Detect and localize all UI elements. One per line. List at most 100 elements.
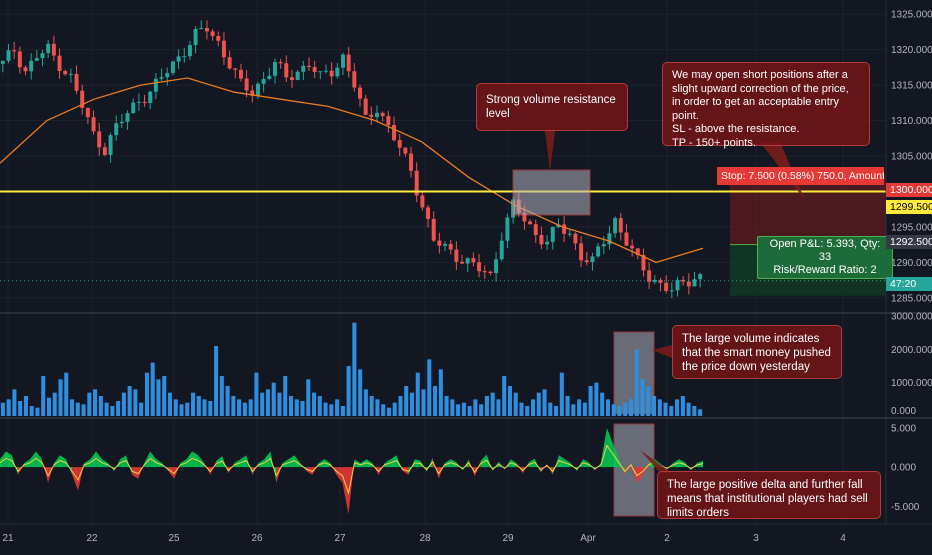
candle [312, 67, 317, 72]
x-tick-label: 25 [168, 533, 180, 544]
delta-segment [534, 458, 541, 473]
x-tick-label: 3 [753, 533, 759, 544]
volume-bar [12, 389, 17, 416]
candle [40, 53, 45, 59]
candle [278, 62, 283, 64]
candle [227, 57, 232, 69]
callout-pointer [652, 345, 672, 358]
delta-segment [576, 459, 583, 471]
volume-tick-label: 2000.000 [891, 345, 932, 356]
candle [658, 279, 663, 283]
candle [539, 234, 544, 245]
volume-bar [64, 372, 69, 416]
candle [233, 68, 238, 70]
delta-segment [264, 451, 271, 468]
target-price-tag: 1292.500 [886, 235, 932, 249]
delta-segment [438, 463, 445, 479]
delta-segment [372, 463, 379, 475]
candle [318, 71, 323, 73]
candle [533, 224, 538, 235]
delta-segment [312, 463, 319, 475]
delta-segment [330, 463, 337, 475]
volume-bar [173, 399, 178, 416]
delta-segment [618, 459, 625, 475]
volume-bar [110, 406, 115, 416]
volume-bar [542, 389, 547, 416]
volume-bar [582, 402, 587, 416]
candle [380, 112, 385, 117]
delta-segment [0, 451, 7, 468]
delta-segment [636, 467, 643, 483]
volume-bar [381, 404, 386, 416]
volume-bar [386, 407, 391, 416]
candle [669, 290, 674, 292]
volume-bar [415, 372, 420, 416]
volume-note: The large volume indicates that the smar… [672, 325, 842, 379]
candle [454, 249, 459, 262]
delta-segment [348, 459, 355, 515]
volume-bar [214, 346, 219, 416]
volume-bar [502, 376, 507, 416]
volume-bar [294, 399, 299, 416]
candle [392, 125, 397, 141]
delta-segment [186, 451, 193, 468]
delta-segment [270, 451, 277, 483]
delta-segment [600, 427, 607, 468]
candle [238, 69, 243, 79]
delta-signal-line [0, 444, 704, 495]
volume-bar [548, 402, 553, 416]
volume-bar [93, 389, 98, 416]
volume-bar [87, 392, 92, 416]
candle [51, 43, 56, 56]
candle [284, 63, 289, 78]
candle [204, 28, 209, 32]
volume-bar [479, 404, 484, 416]
delta-segment [426, 457, 433, 472]
candle [584, 260, 589, 263]
volume-bar [536, 392, 541, 416]
candle [6, 50, 11, 61]
candle [289, 77, 294, 80]
volume-bar [312, 392, 317, 416]
volume-bar [162, 376, 167, 416]
delta-segment [114, 459, 121, 471]
candle [193, 28, 198, 46]
delta-segment [336, 467, 343, 483]
delta-tick-label: -5.000 [891, 502, 920, 513]
volume-bar [640, 379, 645, 416]
volume-bar [81, 404, 86, 416]
volume-bar [692, 406, 697, 416]
volume-bar [156, 379, 161, 416]
volume-tick-label: 0.000 [891, 406, 916, 417]
candle [698, 274, 703, 280]
volume-bar [185, 402, 190, 416]
volume-bar [116, 401, 121, 416]
x-tick-label: 4 [840, 533, 846, 544]
volume-bar [404, 386, 409, 416]
delta-segment [378, 463, 385, 475]
volume-bar [208, 401, 213, 416]
volume-bar [594, 382, 599, 416]
volume-bar [456, 404, 461, 416]
candle [46, 43, 51, 54]
delta-segment [126, 455, 133, 475]
volume-bar [133, 389, 138, 416]
position-pnl-box[interactable]: Open P&L: 5.393, Qty: 33 Risk/Reward Rat… [757, 236, 893, 279]
candle [630, 245, 635, 249]
candle [176, 56, 181, 62]
volume-bar [75, 402, 80, 416]
candle [29, 60, 34, 72]
delta-segment [606, 427, 613, 468]
volume-bar [317, 396, 322, 416]
candle [499, 240, 504, 260]
candle [460, 261, 465, 264]
volume-bar [657, 399, 662, 416]
candle [170, 61, 175, 74]
volume-bar [340, 406, 345, 416]
delta-segment [354, 459, 361, 468]
delta-segment [150, 451, 157, 468]
volume-bar [0, 402, 5, 416]
volume-bar [490, 392, 495, 416]
stop-label[interactable]: Stop: 7.500 (0.58%) 750.0, Amount [717, 167, 884, 185]
